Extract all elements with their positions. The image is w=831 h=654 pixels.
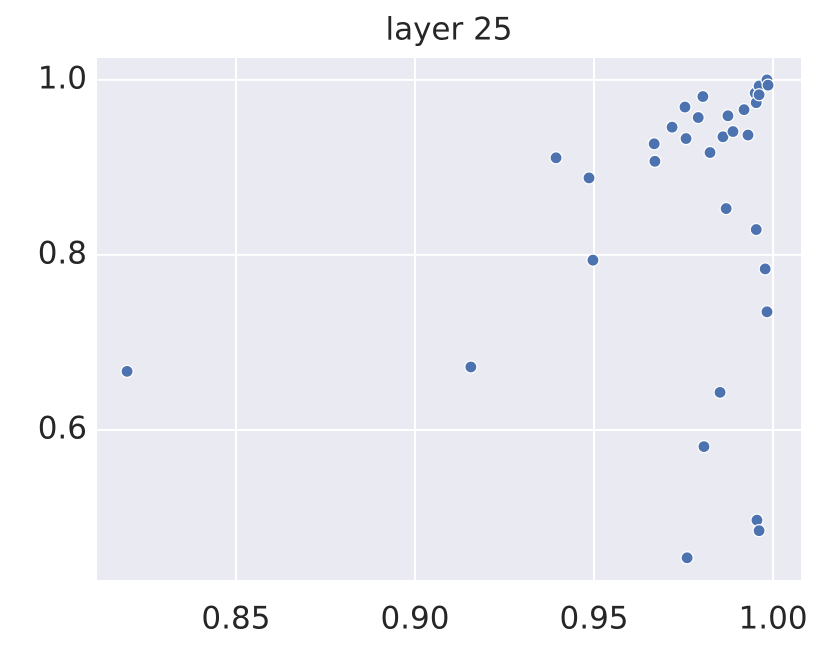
point [737, 103, 751, 117]
x-tick-label: 0.85 [201, 601, 270, 637]
point [696, 89, 710, 104]
point [679, 131, 693, 146]
point [678, 100, 692, 114]
point [549, 151, 563, 165]
point [741, 128, 755, 142]
point [703, 145, 717, 160]
point [464, 360, 478, 374]
point [752, 524, 766, 538]
plot-area [97, 58, 801, 580]
chart-title: layer 25 [385, 12, 512, 48]
point [719, 201, 733, 216]
point [721, 109, 735, 123]
point [691, 110, 705, 125]
point [749, 222, 763, 237]
point [582, 171, 596, 185]
x-tick-label: 0.90 [380, 601, 449, 637]
point [761, 78, 775, 92]
x-tick-label: 0.95 [560, 601, 629, 637]
point [713, 385, 727, 399]
x-tick-label: 1.00 [739, 601, 808, 637]
point [758, 262, 772, 276]
point [648, 154, 662, 168]
point [760, 305, 774, 319]
point [716, 130, 730, 144]
point [586, 253, 600, 267]
point [680, 551, 694, 565]
y-tick-label: 0.6 [38, 410, 87, 446]
point [726, 124, 740, 139]
point [697, 440, 711, 454]
y-tick-label: 0.8 [38, 235, 87, 271]
point [750, 513, 764, 527]
point [752, 88, 766, 102]
point [647, 137, 661, 151]
point [665, 120, 679, 134]
y-tick-label: 1.0 [38, 60, 87, 96]
point [120, 364, 134, 378]
